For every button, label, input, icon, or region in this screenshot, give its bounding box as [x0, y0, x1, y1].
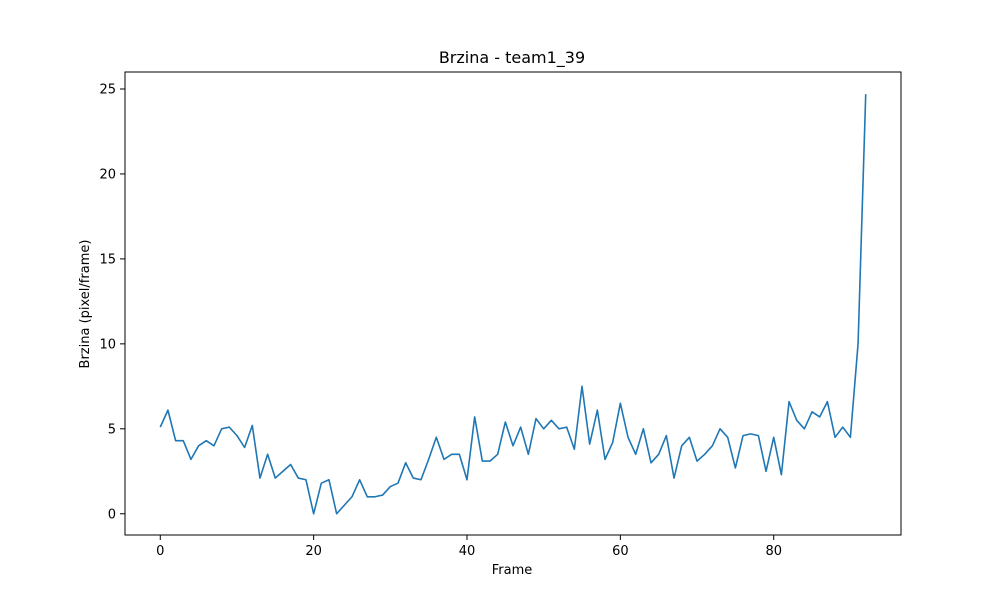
- y-axis: 0 5 10 15 20 25: [99, 82, 125, 522]
- y-tick-label-1: 5: [108, 422, 116, 437]
- x-axis: 0 20 40 60 80: [156, 535, 782, 559]
- y-tick-label-5: 25: [99, 82, 116, 97]
- y-tick-label-0: 0: [108, 507, 116, 522]
- x-tick-label-3: 60: [612, 544, 629, 559]
- chart-title: Brzina - team1_39: [439, 48, 585, 68]
- y-axis-label: Brzina (pixel/frame): [78, 240, 93, 369]
- x-tick-label-4: 80: [765, 544, 782, 559]
- plot-area: [159, 94, 867, 515]
- x-tick-label-0: 0: [156, 544, 164, 559]
- x-axis-label: Frame: [492, 563, 533, 578]
- x-tick-label-1: 20: [305, 544, 322, 559]
- y-tick-label-2: 10: [99, 337, 116, 352]
- plot-frame: [124, 71, 902, 536]
- y-tick-label-4: 20: [99, 167, 116, 182]
- y-tick-label-3: 15: [99, 252, 116, 267]
- series-line-0: [159, 94, 867, 515]
- x-tick-label-2: 40: [459, 544, 476, 559]
